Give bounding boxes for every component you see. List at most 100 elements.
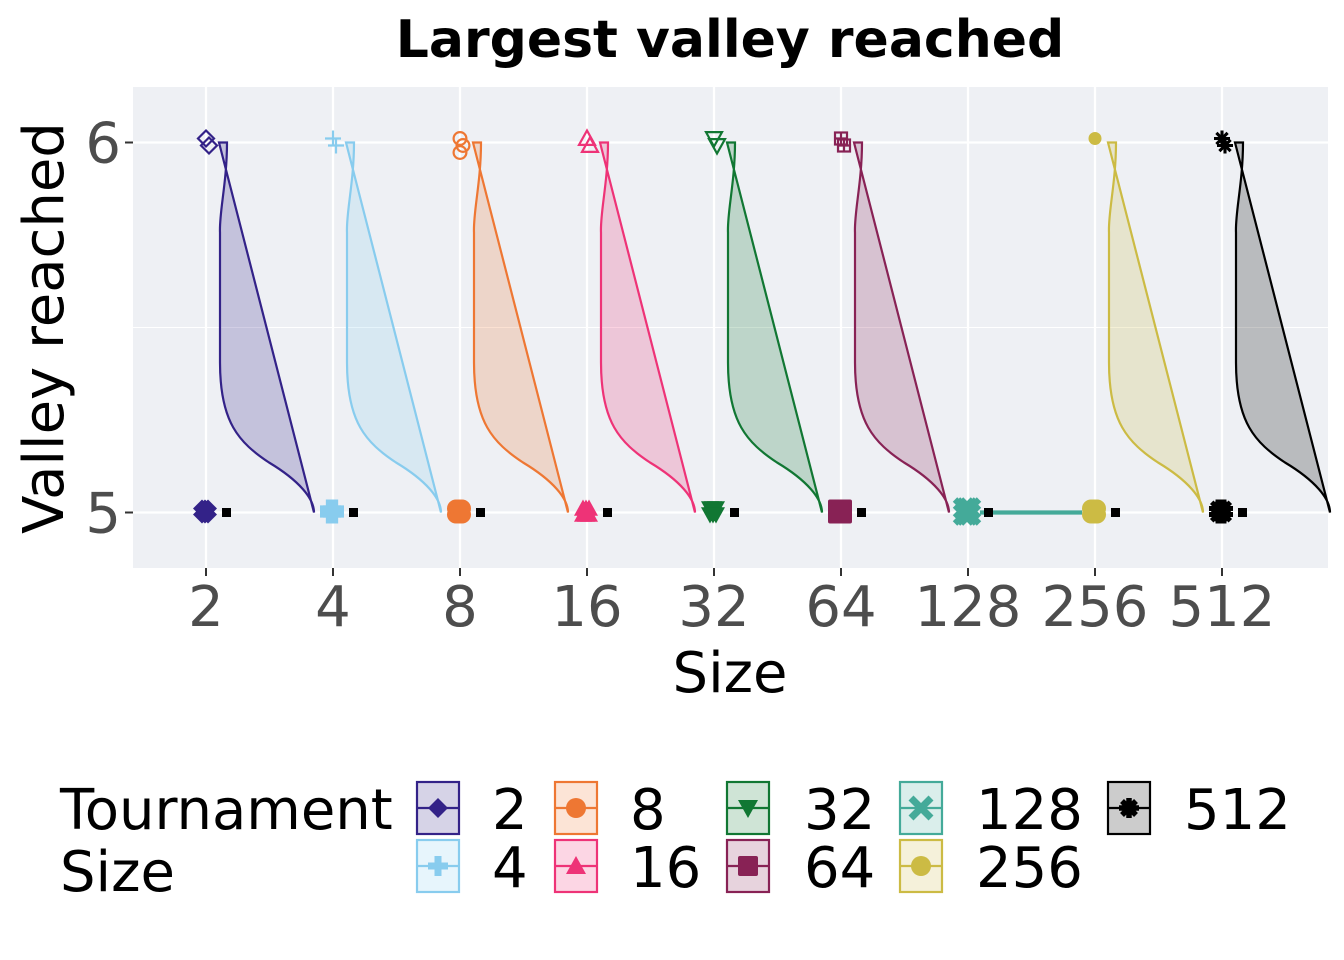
x-tick-label: 32 — [678, 575, 749, 640]
data-point-max — [1214, 130, 1230, 147]
violin-shape-2 — [217, 141, 316, 513]
points-256 — [1082, 132, 1106, 524]
legend-item-64: 64 — [725, 836, 875, 901]
violin-shape-64 — [852, 141, 951, 513]
legend-marker — [428, 856, 448, 876]
axis-ticks: 5 6 2 4 8 16 32 64 128 256 512 — [85, 112, 1275, 641]
data-point-max — [1217, 137, 1233, 154]
legend-label: 8 — [630, 778, 666, 843]
x-tick-label: 64 — [805, 575, 876, 640]
legend-label: 32 — [804, 778, 875, 843]
violin-4 — [320, 130, 443, 524]
data-point — [453, 505, 471, 524]
y-tick-label: 5 — [85, 482, 121, 547]
median-marker — [730, 508, 739, 517]
data-point — [1215, 505, 1233, 524]
legend-item-4: 4 — [415, 836, 528, 901]
median-marker — [984, 508, 993, 517]
legend-marker — [566, 798, 586, 818]
violin-shape-512 — [1233, 141, 1332, 513]
violin-shape-128 — [979, 510, 1083, 515]
legend-title: Size — [60, 840, 175, 905]
legend-label: 128 — [976, 778, 1083, 843]
data-point — [580, 505, 598, 522]
violin-shape-4 — [344, 141, 443, 513]
x-tick-label: 128 — [915, 575, 1022, 640]
data-point-max — [325, 130, 341, 147]
data-point-max — [580, 135, 600, 153]
violin-32 — [701, 131, 824, 524]
data-point-max — [452, 131, 468, 147]
data-point-max — [196, 128, 216, 149]
data-point — [834, 505, 852, 524]
violin-8 — [447, 131, 570, 524]
median-marker — [1238, 508, 1247, 517]
legend-item-512: 512 — [1106, 778, 1291, 843]
x-tick-label: 4 — [315, 575, 351, 640]
violin-shape-16 — [598, 141, 697, 513]
legend-item-256: 256 — [898, 836, 1083, 901]
y-axis-label: Valley reached — [12, 122, 77, 534]
x-tick-label: 512 — [1169, 575, 1276, 640]
violin-128 — [952, 497, 1083, 526]
points-2 — [193, 128, 219, 524]
median-marker — [1111, 508, 1120, 517]
legend-label: 4 — [492, 836, 528, 901]
legend-marker — [566, 856, 586, 874]
points-32 — [701, 131, 727, 524]
data-point — [707, 507, 725, 524]
legend-label: 256 — [976, 836, 1083, 901]
violin-2 — [193, 128, 316, 524]
data-point-max — [199, 135, 219, 156]
median-marker — [222, 508, 231, 517]
legend-label: 16 — [630, 836, 701, 901]
points-64 — [828, 131, 852, 524]
legend-marker — [428, 798, 448, 818]
legend-marker — [911, 856, 931, 876]
legend-marker — [738, 856, 758, 876]
data-point — [958, 503, 982, 526]
data-point-max — [328, 137, 344, 154]
violin-shape-8 — [471, 141, 570, 513]
legend-marker — [738, 800, 758, 818]
legend-label: 2 — [492, 778, 528, 843]
legend-item-128: 128 — [898, 778, 1083, 843]
points-512 — [1209, 130, 1233, 524]
median-marker — [603, 508, 612, 517]
violin-16 — [574, 128, 697, 522]
chart-title: Largest valley reached — [396, 10, 1065, 70]
legend-label: 512 — [1184, 778, 1291, 843]
data-point — [199, 505, 217, 524]
violin-64 — [828, 131, 951, 524]
data-point-max — [836, 138, 852, 153]
violin-512 — [1209, 130, 1332, 524]
data-point-max — [455, 138, 471, 154]
violins — [193, 128, 1332, 526]
x-tick-label: 2 — [188, 575, 224, 640]
legend-title: Tournament — [59, 778, 393, 843]
median-marker — [476, 508, 485, 517]
legend-item-2: 2 — [415, 778, 528, 843]
data-point-max — [452, 145, 468, 161]
violin-shape-32 — [725, 141, 824, 513]
median-marker — [349, 508, 358, 517]
legend-item-16: 16 — [553, 836, 701, 901]
data-point — [326, 505, 344, 524]
x-tick-label: 16 — [551, 575, 622, 640]
points-128 — [952, 497, 982, 526]
points-8 — [447, 131, 471, 524]
violin-256 — [1082, 132, 1205, 524]
x-tick-label: 256 — [1042, 575, 1149, 640]
legend-marker — [908, 795, 934, 821]
x-axis-label: Size — [673, 641, 788, 706]
y-tick-label: 6 — [85, 112, 121, 177]
violin-shape-256 — [1106, 141, 1205, 513]
x-tick-label: 8 — [442, 575, 478, 640]
legend-item-32: 32 — [725, 778, 875, 843]
median-marker — [857, 508, 866, 517]
data-point-max — [707, 138, 727, 156]
legend-marker — [1119, 798, 1139, 818]
legend-item-8: 8 — [553, 778, 666, 843]
